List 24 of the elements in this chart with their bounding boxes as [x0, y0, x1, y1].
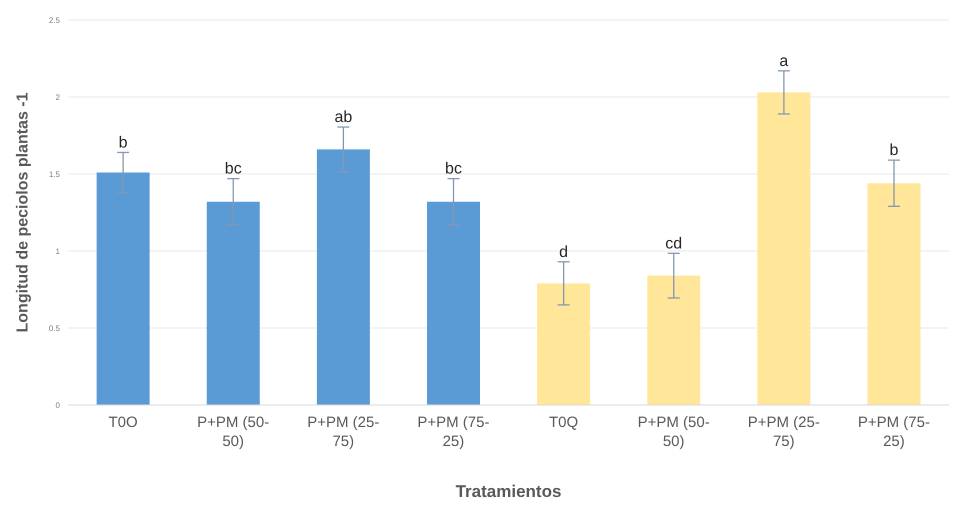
- x-tick-label: P+PM (25-75): [748, 414, 820, 450]
- x-axis-title: Tratamientos: [456, 482, 562, 501]
- data-label: a: [779, 52, 788, 70]
- x-tick-label: P+PM (50-50): [638, 414, 710, 450]
- data-label: b: [118, 134, 128, 152]
- y-axis-title: Longitud de peciolos plantas -1: [14, 92, 32, 333]
- x-tick-label: T0Q: [548, 414, 578, 431]
- y-tick-label: 0.5: [48, 324, 61, 333]
- y-tick-label: 2.5: [48, 16, 61, 25]
- x-tick-label: P+PM (25-75): [307, 414, 380, 450]
- data-label: bc: [445, 160, 462, 178]
- y-tick-label: 1: [56, 246, 61, 256]
- data-label: bc: [224, 160, 242, 178]
- y-tick-label: 2: [56, 92, 61, 102]
- x-tick-label: P+PM (75-25): [858, 414, 930, 450]
- data-label: ab: [334, 109, 352, 126]
- x-tick-label: T0O: [108, 414, 138, 431]
- data-label: b: [890, 142, 899, 160]
- data-label: d: [559, 244, 568, 261]
- x-tick-label: P+PM (50-50): [197, 414, 270, 450]
- y-tick-label: 1.5: [48, 170, 61, 179]
- x-tick-label: P+PM (75-25): [417, 414, 490, 450]
- y-tick-label: 0: [56, 400, 61, 410]
- data-label: cd: [665, 235, 682, 252]
